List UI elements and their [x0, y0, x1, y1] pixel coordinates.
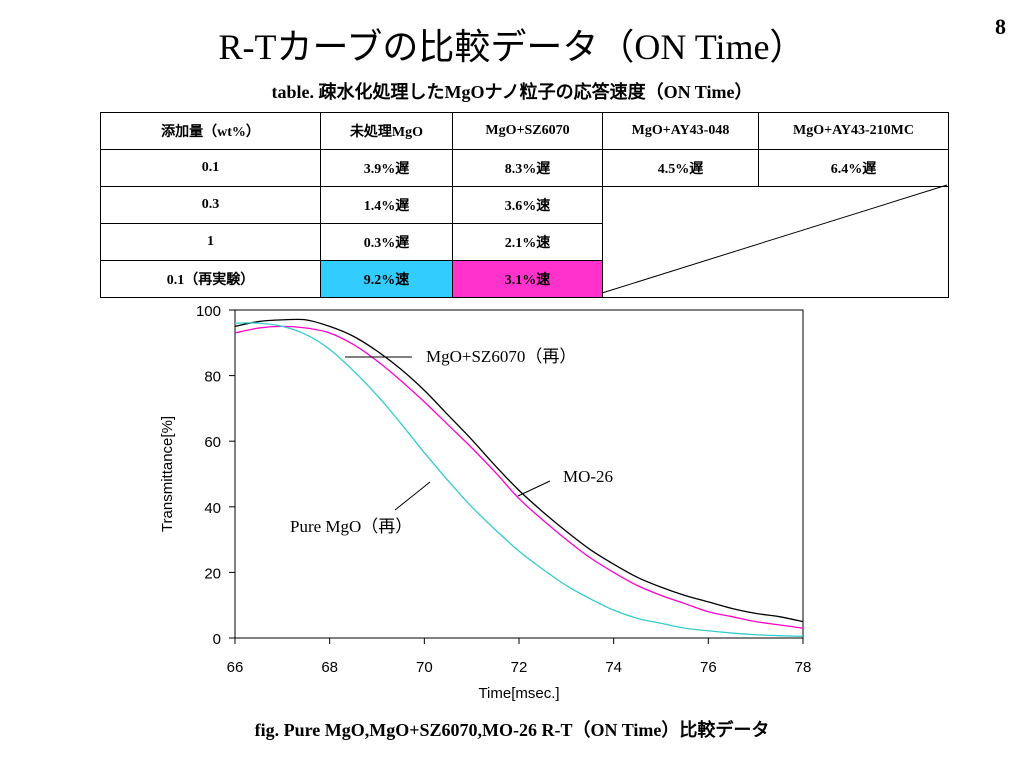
table-cell: 3.6%速: [452, 186, 603, 224]
table-cell: 8.3%遅: [452, 149, 603, 187]
x-tick-label: 72: [511, 659, 528, 676]
page-number: 8: [995, 14, 1006, 39]
table-cell-highlight-magenta: 3.1%速: [452, 260, 603, 298]
table-cell: 1.4%遅: [320, 186, 453, 224]
response-table-container: 添加量（wt%） 未処理MgO MgO+SZ6070 MgO+AY43-048 …: [100, 112, 949, 298]
table-header: MgO+SZ6070: [452, 112, 603, 150]
series-group: [234, 318, 804, 638]
table-title: table. 疎水化処理したMgOナノ粒子の応答速度（ON Time）: [271, 82, 753, 102]
table-cell: 0.1（再実験）: [100, 260, 321, 298]
annotation-label: Pure MgO（再）: [290, 517, 412, 536]
annotation-leader: [517, 480, 551, 497]
x-tick-label: 66: [227, 659, 244, 676]
y-axis: 0 20 40 60 80 100: [196, 303, 235, 648]
rt-curve-chart: 0 20 40 60 80 100 66 68 70 72 74 76 78 MgO+SZ6070（再…: [159, 303, 812, 702]
table-cell: 0.1: [100, 149, 321, 187]
table-cell: 4.5%遅: [602, 149, 759, 187]
table-cell: 3.9%遅: [320, 149, 453, 187]
annotation-leader: [394, 481, 431, 511]
x-tick-label: 76: [700, 659, 717, 676]
table-row: 1 0.3%遅 2.1%速: [100, 223, 949, 261]
y-tick-label: 80: [204, 369, 221, 386]
table-cell: 6.4%遅: [758, 149, 949, 187]
slide-title: R-Tカーブの比較データ（ON Time）: [218, 27, 806, 67]
x-tick-label: 68: [321, 659, 338, 676]
table-header: 未処理MgO: [320, 112, 453, 150]
series-line-0: [234, 318, 804, 623]
figure-caption: fig. Pure MgO,MgO+SZ6070,MO-26 R-T（ON Ti…: [254, 720, 770, 740]
x-tick-label: 74: [605, 659, 622, 676]
table-cell: 1: [100, 223, 321, 261]
x-axis: 66 68 70 72 74 76 78: [227, 638, 812, 676]
y-tick-label: 40: [204, 500, 221, 517]
y-tick-label: 0: [213, 631, 221, 648]
table-header: MgO+AY43-048: [602, 112, 759, 150]
table-row: 0.1（再実験） 9.2%速 3.1%速: [100, 260, 949, 298]
response-table: 添加量（wt%） 未処理MgO MgO+SZ6070 MgO+AY43-048 …: [100, 112, 949, 298]
empty-diagonal-cell: [602, 186, 949, 298]
annotation-label: MO-26: [563, 467, 613, 486]
table-cell: 0.3%遅: [320, 223, 453, 261]
y-tick-label: 60: [204, 434, 221, 451]
table-cell: 2.1%速: [452, 223, 603, 261]
y-axis-label: Transmittance[%]: [159, 416, 176, 532]
table-cell: 0.3: [100, 186, 321, 224]
table-cell-highlight-cyan: 9.2%速: [320, 260, 453, 298]
table-header: MgO+AY43-210MC: [758, 112, 949, 150]
table-row: 0.1 3.9%遅 8.3%遅 4.5%遅 6.4%遅: [100, 149, 949, 187]
y-tick-label: 100: [196, 303, 221, 320]
x-tick-label: 70: [416, 659, 433, 676]
table-row: 0.3 1.4%遅 3.6%速: [100, 186, 949, 298]
y-tick-label: 20: [204, 565, 221, 582]
x-axis-label: Time[msec.]: [478, 685, 559, 702]
series-line-1: [234, 325, 804, 629]
annotation-label: MgO+SZ6070（再）: [426, 347, 576, 366]
x-tick-label: 78: [795, 659, 812, 676]
table-header: 添加量（wt%）: [100, 112, 321, 150]
series-line-2: [234, 322, 804, 638]
table-header-row: 添加量（wt%） 未処理MgO MgO+SZ6070 MgO+AY43-048 …: [100, 112, 949, 150]
annotation-group: MgO+SZ6070（再） MO-26 Pure MgO（再）: [290, 347, 613, 536]
